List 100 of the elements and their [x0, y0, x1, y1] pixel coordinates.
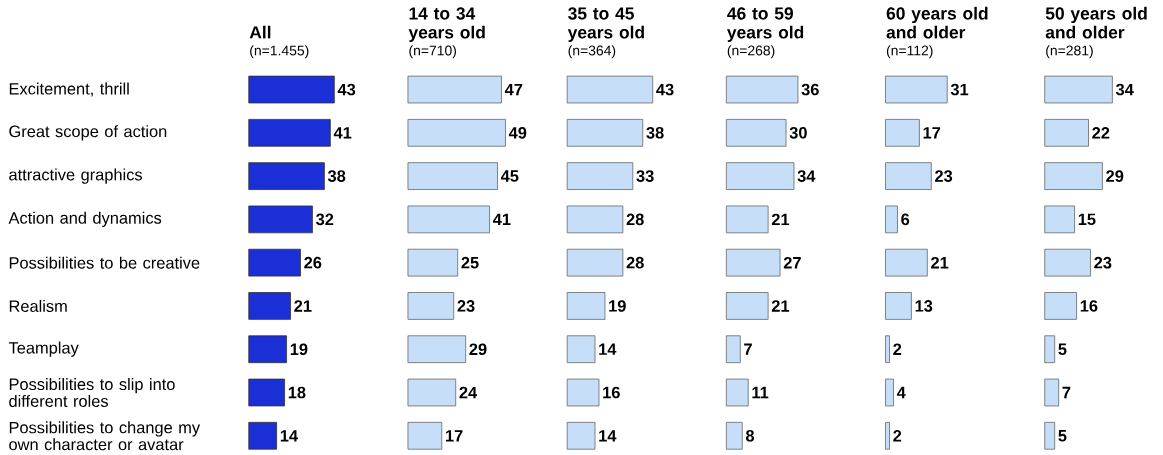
bar: [407, 75, 502, 104]
bar: [885, 162, 932, 191]
bar: [248, 335, 287, 364]
data-label: 27: [783, 257, 801, 269]
data-label: 19: [290, 343, 308, 356]
bar: [1044, 422, 1056, 450]
data-label: 17: [923, 127, 941, 139]
bar: [1044, 75, 1113, 104]
bar: [1044, 335, 1056, 364]
bar: [566, 249, 624, 277]
bar: [725, 119, 787, 147]
bar: [885, 205, 898, 234]
bar: [885, 378, 894, 407]
bar: [248, 378, 285, 407]
bar: [407, 422, 443, 450]
data-label: 16: [1080, 300, 1098, 312]
data-label: 31: [950, 83, 969, 96]
bar: [248, 119, 331, 147]
data-label: 43: [337, 83, 356, 96]
bar: [566, 205, 624, 234]
bar: [725, 75, 799, 104]
data-label: 6: [901, 213, 910, 226]
bar: [725, 378, 749, 407]
data-label: 38: [646, 127, 664, 139]
y-tick-label: Great scope of action: [9, 125, 167, 141]
data-label: 23: [935, 170, 953, 183]
bar: [566, 292, 606, 320]
bar: [725, 205, 769, 234]
bar: [885, 75, 948, 104]
data-label: 8: [745, 430, 755, 442]
y-tick-label: Possibilities to change my own character or avatar: [9, 421, 201, 451]
chart-title: 60 years old and older: [886, 7, 988, 39]
bar: [407, 119, 506, 147]
bar: [248, 205, 313, 234]
y-tick-label: Possibilities to be creative: [9, 256, 200, 269]
data-label: 28: [626, 257, 644, 269]
data-label: 4: [896, 387, 906, 399]
data-label: 2: [893, 343, 902, 356]
y-tick-label: Excitement, thrill: [9, 82, 129, 97]
bar: [1044, 249, 1091, 277]
data-label: 30: [789, 127, 807, 139]
data-label: 43: [656, 83, 674, 96]
bar: [1044, 205, 1075, 234]
bar: [725, 422, 743, 450]
bar: [725, 292, 769, 320]
data-label: 13: [915, 300, 933, 312]
data-label: 33: [636, 170, 654, 183]
bar: [566, 119, 644, 147]
bar: [566, 422, 596, 450]
bar: [407, 335, 467, 364]
data-label: 26: [304, 257, 322, 269]
data-label: 34: [1115, 83, 1134, 96]
bar: [1044, 162, 1103, 191]
data-label: 22: [1092, 127, 1110, 139]
data-label: 41: [333, 127, 352, 139]
bar: [407, 292, 455, 320]
data-label: 19: [609, 300, 626, 312]
y-tick-label: Realism: [9, 300, 67, 313]
data-label: 49: [508, 127, 527, 139]
chart-title: 50 years old and older: [1045, 7, 1147, 39]
bar: [725, 249, 781, 277]
chart-subtitle: (n=710): [409, 45, 457, 59]
data-label: 7: [744, 343, 752, 356]
chart-title: 14 to 34 years old: [408, 7, 485, 43]
bar: [725, 162, 795, 191]
data-label: 36: [801, 83, 819, 96]
y-tick-label: attractive graphics: [9, 168, 143, 184]
data-label: 17: [445, 430, 463, 442]
data-label: 5: [1058, 430, 1067, 442]
data-label: 23: [1094, 257, 1112, 269]
bar: [248, 292, 291, 320]
data-label: 15: [1078, 213, 1096, 226]
chart-subtitle: (n=281): [1046, 45, 1093, 59]
data-label: 25: [461, 257, 479, 269]
data-label: 14: [599, 343, 617, 356]
data-label: 24: [459, 386, 478, 399]
bar: [885, 422, 890, 450]
data-label: 45: [500, 170, 519, 183]
chart-subtitle: (n=268): [727, 45, 775, 59]
data-label: 21: [294, 300, 312, 312]
bar: [248, 162, 325, 191]
data-label: 29: [469, 343, 487, 356]
bar: [566, 335, 596, 364]
y-tick-label: Teamplay: [8, 341, 79, 358]
data-label: 14: [280, 430, 298, 442]
data-label: 16: [603, 386, 620, 399]
data-label: 5: [1058, 343, 1067, 356]
bar: [248, 249, 301, 277]
data-label: 29: [1106, 170, 1124, 183]
bar: [248, 75, 335, 104]
data-label: 38: [327, 170, 346, 183]
chart-subtitle: (n=112): [886, 45, 933, 59]
data-label: 21: [931, 257, 949, 269]
bar: [407, 378, 457, 407]
bar: [407, 249, 459, 277]
data-label: 28: [626, 213, 644, 226]
chart-title: 46 to 59 years old: [727, 7, 804, 43]
bar: [248, 422, 278, 450]
chart-subtitle: (n=364): [568, 45, 616, 59]
data-label: 32: [315, 213, 334, 226]
